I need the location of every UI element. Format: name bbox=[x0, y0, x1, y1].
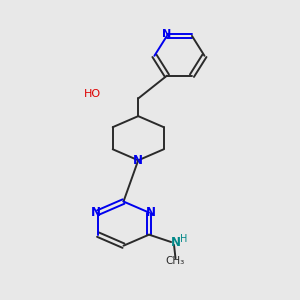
Text: N: N bbox=[133, 154, 143, 167]
Text: CH₃: CH₃ bbox=[166, 256, 185, 266]
Text: N: N bbox=[146, 206, 156, 219]
Text: N: N bbox=[91, 206, 100, 219]
Text: HO: HO bbox=[84, 89, 101, 99]
Text: H: H bbox=[180, 234, 188, 244]
Text: N: N bbox=[162, 29, 172, 39]
Text: N: N bbox=[170, 236, 181, 248]
